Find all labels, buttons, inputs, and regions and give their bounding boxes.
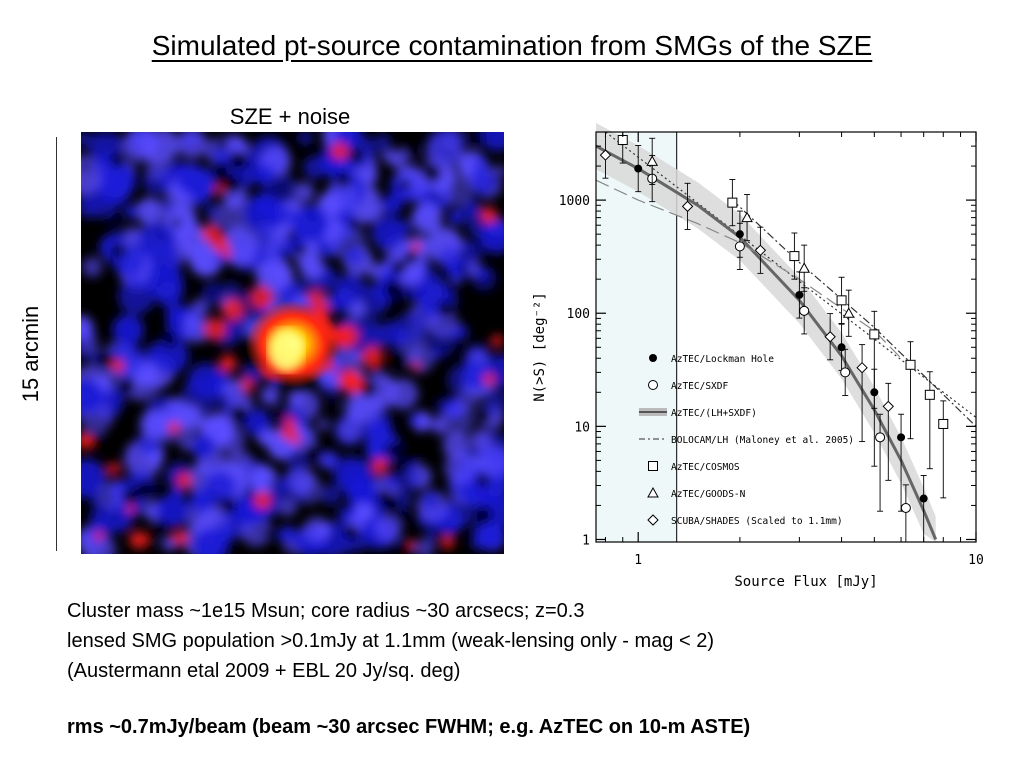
- legend-label: BOLOCAM/LH (Maloney et al. 2005): [671, 435, 854, 446]
- legend-label: AzTEC/GOODS-N: [671, 489, 746, 500]
- sze-noise-map: [81, 132, 504, 554]
- data-point-open-diamond: [754, 244, 767, 257]
- x-tick-label: 1: [634, 553, 642, 568]
- scale-bar: [56, 137, 57, 551]
- legend-marker-open-triangle: [647, 486, 659, 498]
- data-point-filled-circle: [837, 343, 846, 352]
- series-line-lh-sxdf: [595, 144, 938, 541]
- slide-title: Simulated pt-source contamination from S…: [151, 30, 873, 61]
- legend-label: AzTEC/COSMOS: [671, 462, 740, 473]
- data-point-open-circle: [799, 305, 810, 316]
- plot-frame: [595, 131, 977, 543]
- data-point-open-square: [727, 197, 738, 208]
- data-point-open-square: [905, 359, 916, 370]
- data-point-open-square: [836, 295, 847, 306]
- caption: Cluster mass ~1e15 Msun; core radius ~30…: [67, 596, 714, 686]
- data-point-filled-circle: [634, 164, 643, 173]
- x-tick-label: 10: [968, 553, 984, 568]
- data-point-open-circle: [734, 241, 745, 252]
- caption-line: Cluster mass ~1e15 Msun; core radius ~30…: [67, 600, 585, 622]
- data-point-open-diamond: [599, 149, 612, 161]
- legend-label: SCUBA/SHADES (Scaled to 1.1mm): [671, 516, 843, 527]
- legend-marker-open-circle: [648, 380, 658, 390]
- legend-label: AzTEC/SXDF: [671, 381, 728, 392]
- data-point-open-square: [938, 418, 949, 429]
- data-point-open-diamond: [824, 331, 836, 343]
- x-axis-label: Source Flux [mJy]: [734, 574, 877, 590]
- map-label: SZE + noise: [229, 104, 351, 129]
- data-point-open-triangle: [798, 262, 811, 273]
- number-counts-chart: 1 10 1 10 100 1000 Source Flux [mJy] N(>S) [deg…: [532, 123, 984, 590]
- data-point-open-triangle: [842, 307, 855, 318]
- data-point-open-triangle: [741, 211, 753, 223]
- data-point-filled-circle: [919, 494, 928, 503]
- data-point-open-circle: [875, 432, 886, 443]
- reference-line-dash-dot: [731, 199, 977, 427]
- legend-marker-open-square: [648, 461, 658, 471]
- series-line-bolocam: [595, 179, 902, 359]
- legend-label: AzTEC/(LH+SXDF): [671, 408, 757, 419]
- legend-label: AzTEC/Lockman Hole: [671, 354, 774, 365]
- y-tick-label: 10: [574, 420, 590, 435]
- data-point-open-circle: [900, 502, 911, 513]
- data-point-open-square: [789, 251, 800, 262]
- legend-marker-filled-circle: [649, 354, 657, 362]
- data-point-open-diamond: [856, 361, 868, 374]
- caption-line: (Austermann etal 2009 + EBL 20 Jy/sq. de…: [67, 660, 461, 682]
- legend-marker-open-diamond: [647, 514, 659, 526]
- legend-marker-band-line: [639, 408, 667, 416]
- data-point-open-square: [869, 329, 880, 340]
- y-tick-label: 1: [582, 533, 590, 548]
- y-tick-label: 100: [567, 307, 590, 322]
- data-point-open-circle: [840, 367, 851, 378]
- y-axis-label: N(>S) [deg⁻²]: [532, 292, 548, 402]
- data-point-filled-circle: [795, 290, 804, 299]
- data-point-open-square: [924, 389, 935, 400]
- footnote: rms ~0.7mJy/beam (beam ~30 arcsec FWHM; …: [67, 716, 751, 738]
- data-point-open-diamond: [882, 400, 895, 413]
- caption-line: lensed SMG population >0.1mJy at 1.1mm (…: [67, 630, 714, 652]
- y-tick-label: 1000: [559, 194, 590, 209]
- data-point-open-triangle: [646, 155, 659, 166]
- data-point-open-diamond: [681, 200, 694, 213]
- data-point-filled-circle: [897, 433, 906, 442]
